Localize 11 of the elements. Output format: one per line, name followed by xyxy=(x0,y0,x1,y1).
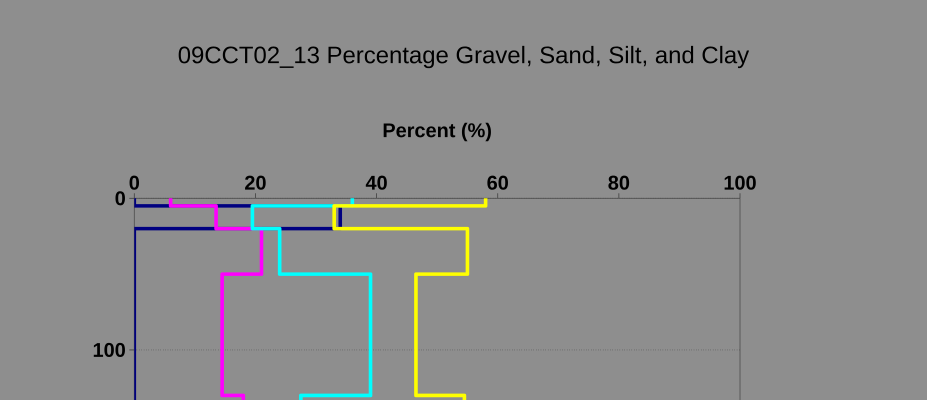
x-tick-label: 80 xyxy=(608,176,630,190)
x-tick-label: 20 xyxy=(245,176,266,190)
line-series xyxy=(250,198,372,400)
x-tick-label: 0 xyxy=(130,176,140,190)
line-series xyxy=(332,198,488,400)
chart-title: 09CCT02_13 Percentage Gravel, Sand, Silt, and Clay xyxy=(178,46,750,68)
x-tick-label: 40 xyxy=(366,176,387,190)
line-series xyxy=(168,198,264,400)
x-tick-label: 100 xyxy=(724,176,756,190)
x-tick-label: 60 xyxy=(487,176,508,190)
x-axis-title: Percent (%) xyxy=(384,122,491,142)
